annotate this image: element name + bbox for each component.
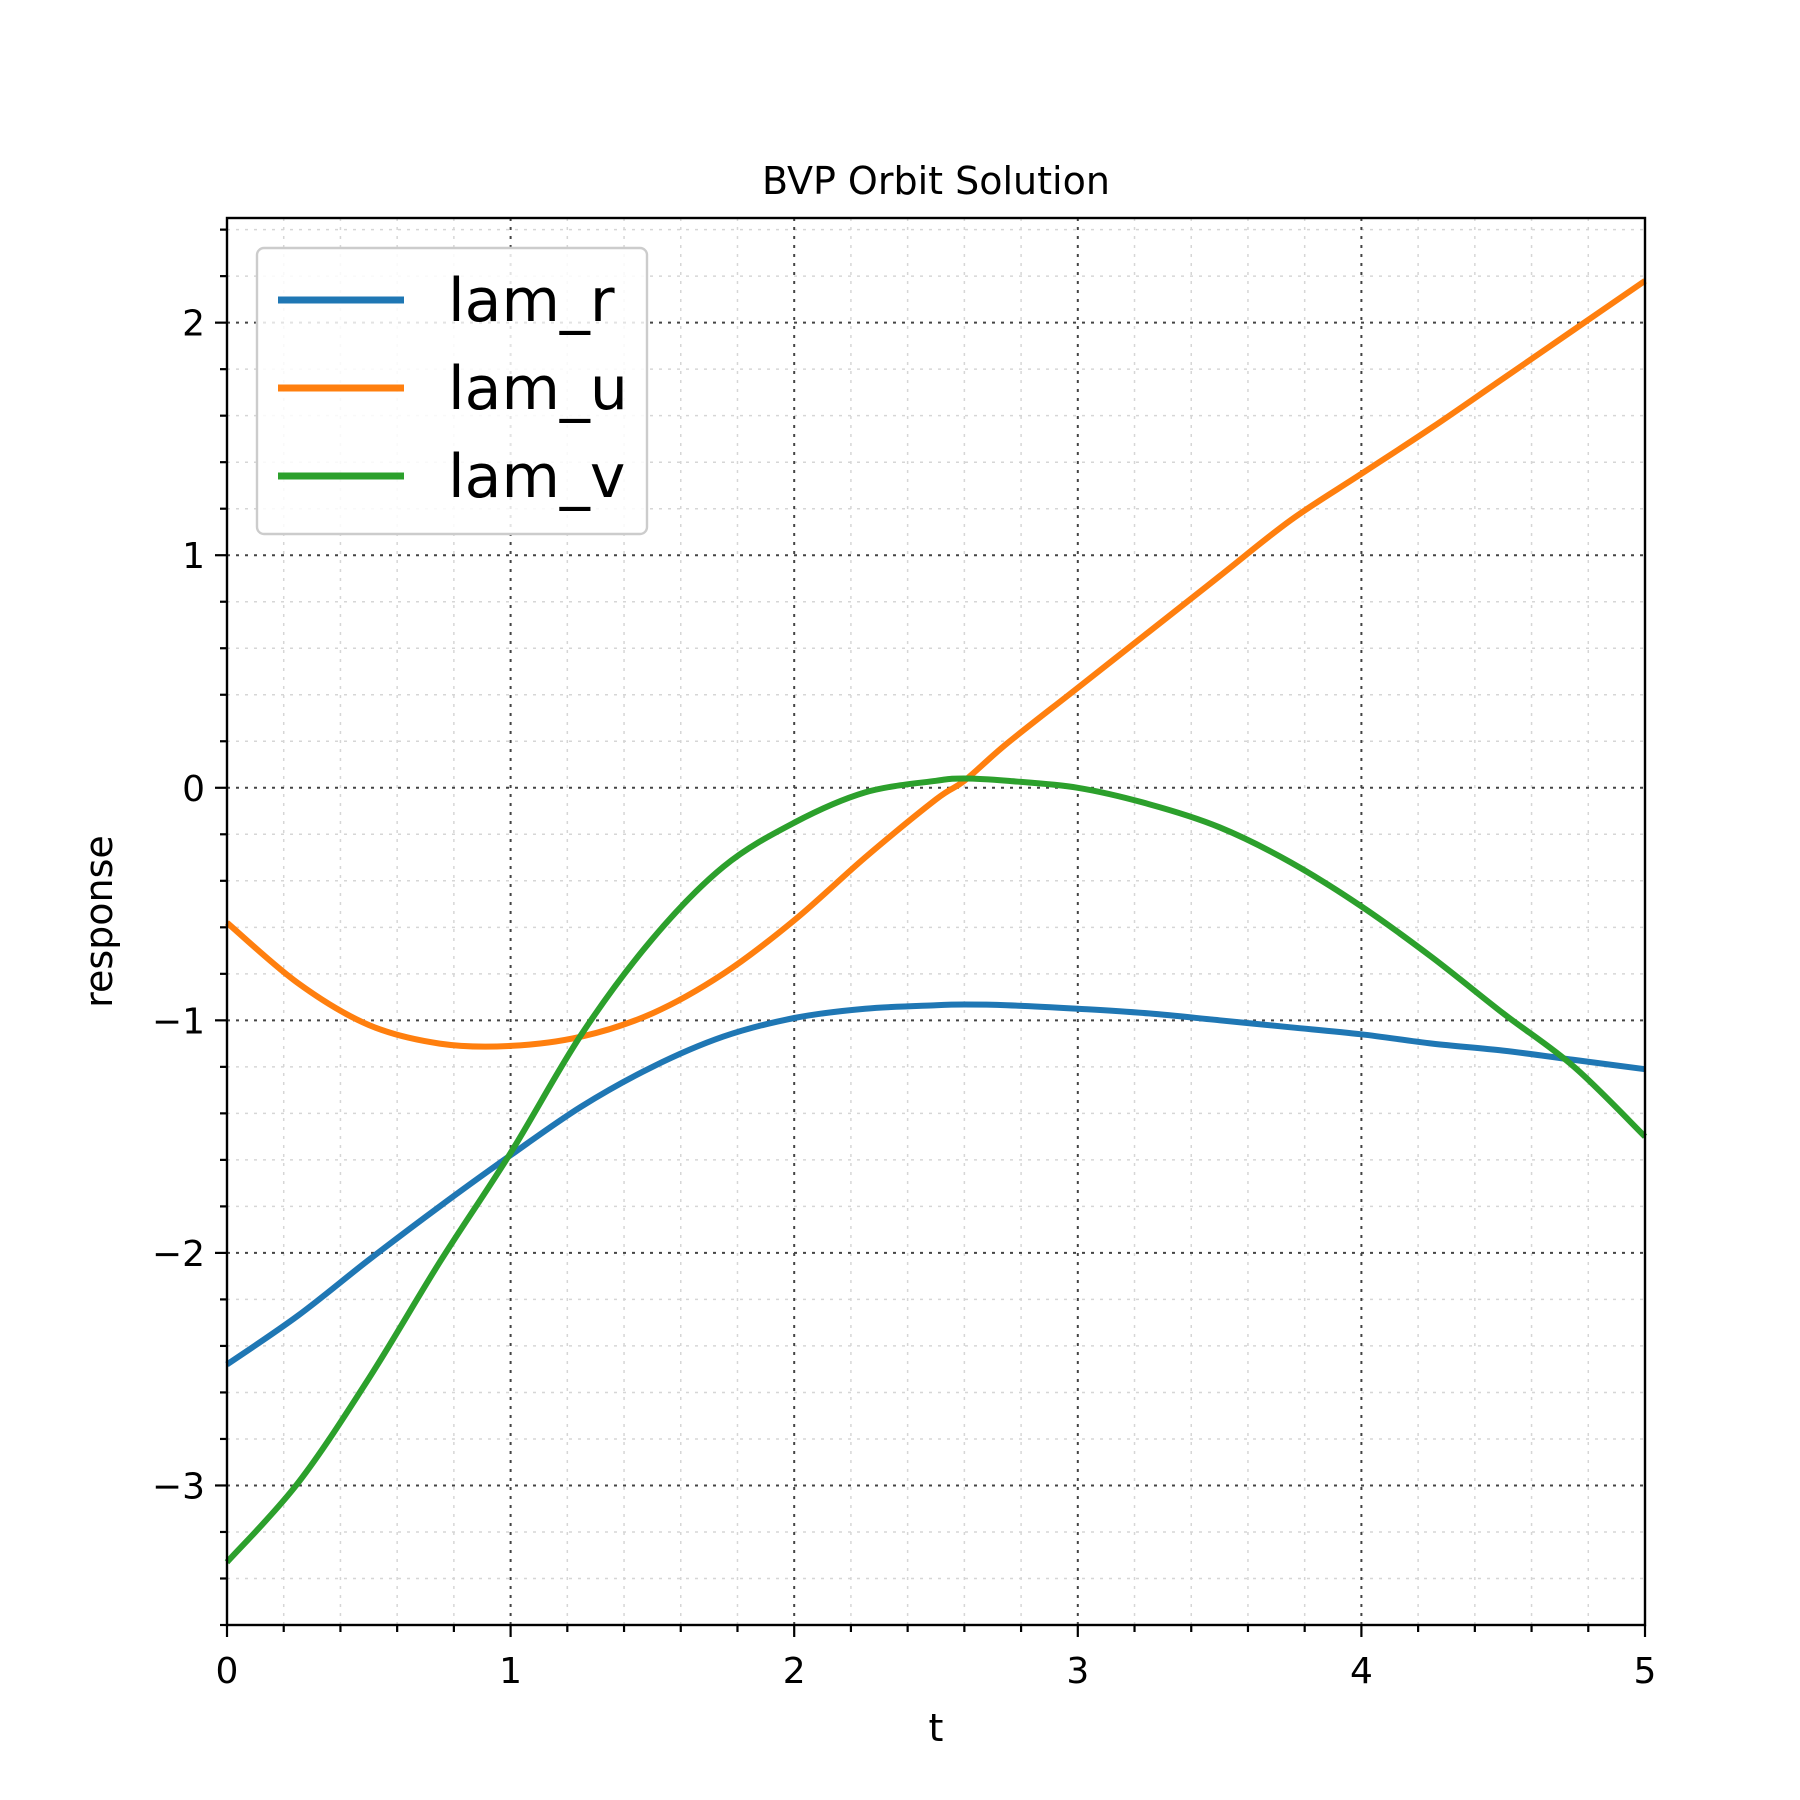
- y-tick-label: −3: [152, 1466, 205, 1507]
- legend-box: [255, 246, 649, 536]
- x-tick-label: 2: [783, 1651, 806, 1692]
- series-line-lam-u: [225, 278, 1647, 1050]
- axis-ticks: 0 1 2 3 4 5 −3 −2 −1 0 1 2: [152, 228, 1657, 1692]
- y-tick-label: 2: [182, 304, 205, 345]
- y-axis-title: response: [77, 835, 121, 1008]
- series-line-lam-v: [224, 775, 1648, 1565]
- series-line-lam-r: [225, 1001, 1646, 1367]
- legend: lam_r lam_u lam_v: [255, 246, 649, 536]
- plot-frame: [225, 216, 1647, 1627]
- series-layer: [224, 278, 1648, 1565]
- x-tick-label: 0: [216, 1651, 239, 1692]
- x-tick-label: 4: [1350, 1651, 1373, 1692]
- legend-label-lam-v: lam_v: [448, 442, 625, 512]
- x-tick-label: 3: [1066, 1651, 1089, 1692]
- y-tick-label: 1: [182, 536, 205, 577]
- y-tick-label: −2: [152, 1234, 205, 1275]
- x-tick-label: 1: [499, 1651, 522, 1692]
- y-tick-label: −1: [152, 1001, 205, 1042]
- x-tick-label: 5: [1634, 1651, 1657, 1692]
- chart-title: BVP Orbit Solution: [762, 159, 1110, 203]
- legend-label-lam-u: lam_u: [448, 354, 628, 424]
- y-tick-label: 0: [182, 769, 205, 810]
- x-axis-title: t: [929, 1706, 944, 1750]
- legend-label-lam-r: lam_r: [448, 266, 615, 336]
